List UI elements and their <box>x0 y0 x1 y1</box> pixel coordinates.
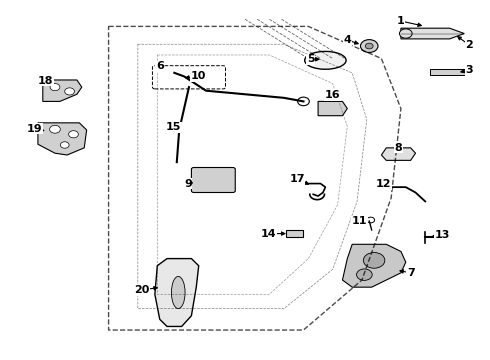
Circle shape <box>399 29 412 38</box>
Circle shape <box>366 43 373 49</box>
Text: 17: 17 <box>290 174 305 184</box>
Polygon shape <box>318 102 347 116</box>
Text: 15: 15 <box>166 122 181 132</box>
Circle shape <box>364 252 385 268</box>
Ellipse shape <box>305 51 346 69</box>
Text: 1: 1 <box>397 16 405 26</box>
Polygon shape <box>381 148 416 160</box>
Circle shape <box>357 269 372 280</box>
Circle shape <box>361 40 378 53</box>
Polygon shape <box>43 80 82 102</box>
Text: 20: 20 <box>134 285 149 295</box>
Circle shape <box>60 142 69 148</box>
Text: 4: 4 <box>343 35 351 45</box>
Text: 7: 7 <box>407 268 415 278</box>
Circle shape <box>65 88 74 95</box>
FancyBboxPatch shape <box>192 167 235 193</box>
Text: 2: 2 <box>465 40 473 50</box>
Text: 18: 18 <box>38 76 53 86</box>
Text: 5: 5 <box>307 54 315 64</box>
Text: 12: 12 <box>376 179 392 189</box>
Text: 11: 11 <box>352 216 367 226</box>
Polygon shape <box>287 230 303 237</box>
Polygon shape <box>343 244 406 287</box>
Polygon shape <box>38 123 87 155</box>
Text: 3: 3 <box>466 65 473 75</box>
Circle shape <box>297 97 309 106</box>
Text: 9: 9 <box>184 179 192 189</box>
Text: 14: 14 <box>261 229 276 239</box>
Circle shape <box>49 125 60 133</box>
Text: 19: 19 <box>27 123 42 134</box>
Ellipse shape <box>172 276 185 309</box>
Text: 8: 8 <box>394 143 402 153</box>
Text: 16: 16 <box>325 90 341 100</box>
Polygon shape <box>155 258 199 327</box>
Circle shape <box>69 131 78 138</box>
Polygon shape <box>401 28 464 39</box>
Text: 10: 10 <box>191 71 206 81</box>
Text: 6: 6 <box>156 62 164 71</box>
Text: 13: 13 <box>435 230 450 240</box>
Polygon shape <box>430 69 469 75</box>
Circle shape <box>50 84 60 91</box>
Circle shape <box>367 217 374 223</box>
